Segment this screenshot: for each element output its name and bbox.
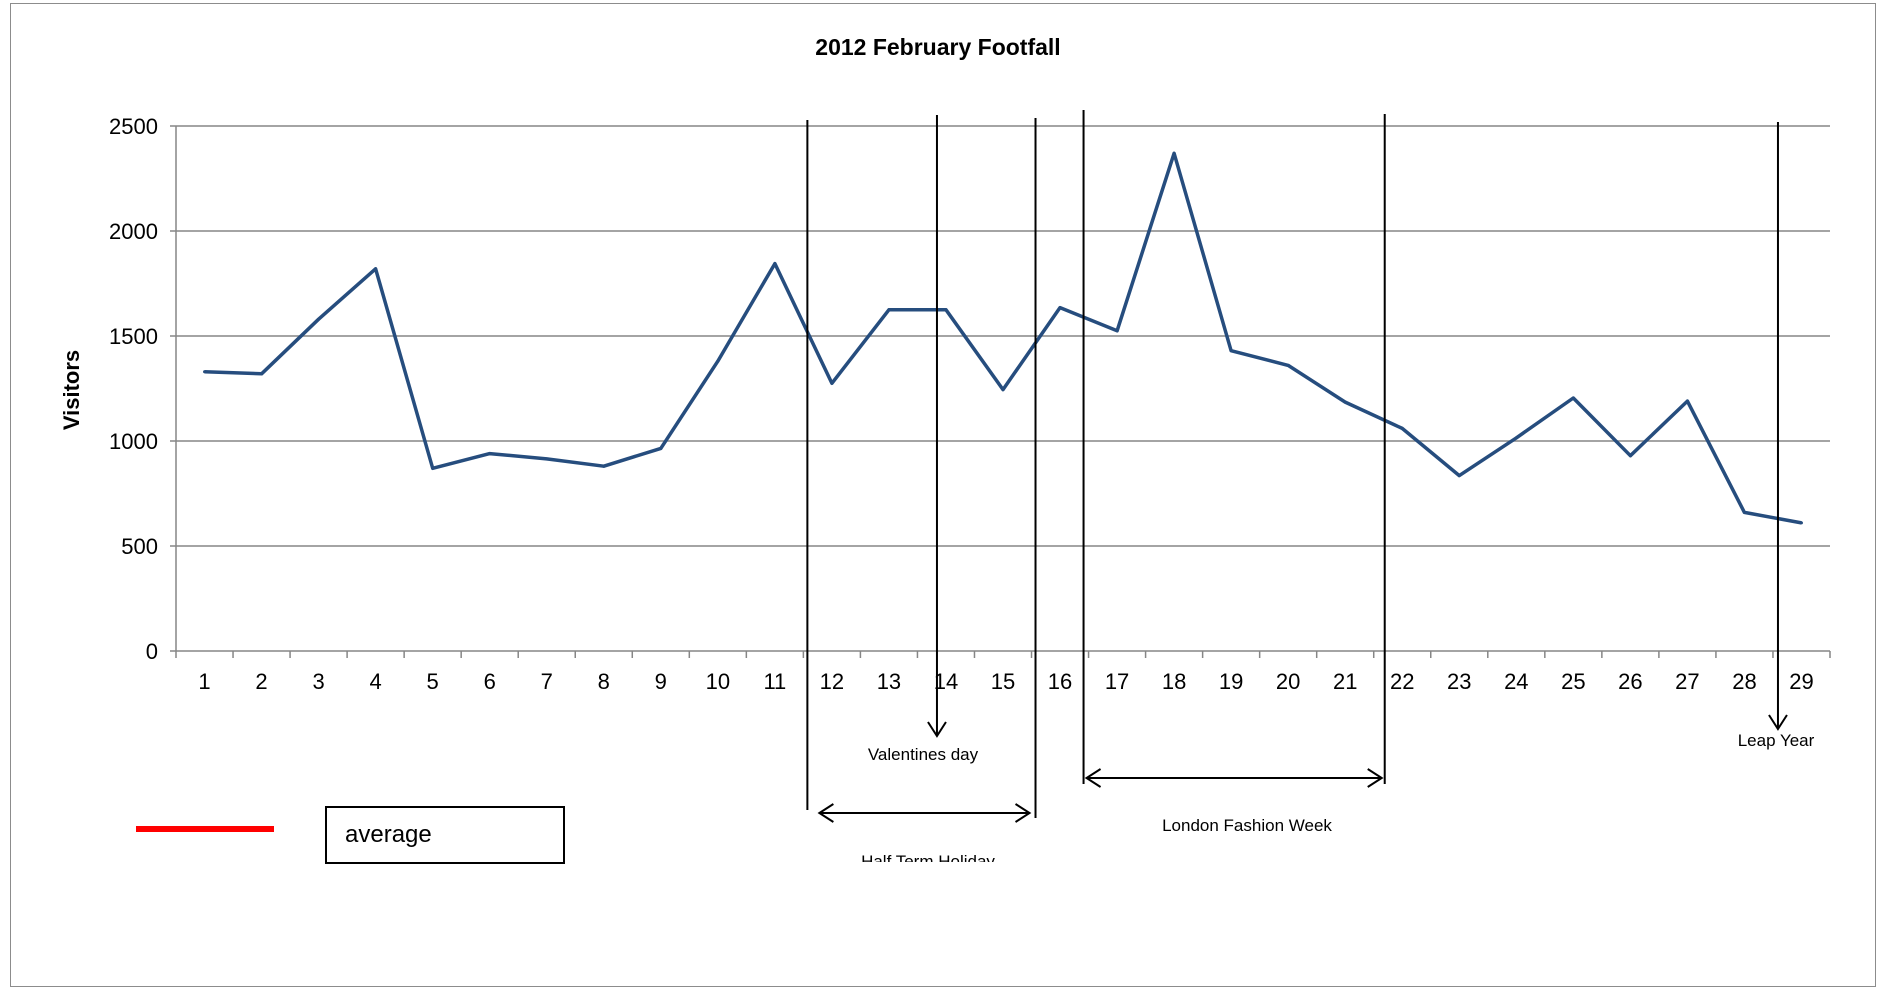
data-point-25 (1571, 396, 1575, 400)
fashion-week-label: London Fashion Week (1162, 816, 1332, 835)
x-tick-label-17: 17 (1105, 669, 1129, 694)
half-term-arrow-left (817, 803, 834, 823)
data-point-17 (1115, 329, 1119, 333)
x-tick-label-10: 10 (706, 669, 730, 694)
fashion-week-arrow-right (1367, 768, 1384, 788)
x-tick-label-18: 18 (1162, 669, 1186, 694)
series-line-0 (204, 151, 1802, 525)
y-tick-label-1500: 1500 (109, 324, 158, 349)
leap-year-label: Leap Year (1738, 731, 1815, 750)
data-point-8 (602, 464, 606, 468)
x-tick-label-21: 21 (1333, 669, 1357, 694)
x-tick-label-23: 23 (1447, 669, 1471, 694)
x-tick-label-13: 13 (877, 669, 901, 694)
data-point-1 (203, 370, 207, 374)
series-layer (203, 151, 1803, 525)
data-point-16 (1058, 306, 1062, 310)
valentines-arrow-head (927, 721, 947, 738)
x-tick-label-20: 20 (1276, 669, 1300, 694)
legend-box: average (325, 806, 565, 864)
x-tick-label-6: 6 (484, 669, 496, 694)
data-point-3 (317, 317, 321, 321)
data-point-20 (1286, 363, 1290, 367)
legend-swatch (136, 826, 274, 832)
x-tick-label-11: 11 (763, 669, 786, 694)
y-tick-label-500: 500 (121, 534, 158, 559)
legend-label: average (345, 821, 432, 848)
data-point-10 (716, 359, 720, 363)
data-point-22 (1400, 426, 1404, 430)
label-crop-mask (780, 862, 1080, 892)
data-point-24 (1514, 436, 1518, 440)
y-tick-label-0: 0 (146, 639, 158, 664)
x-tick-label-25: 25 (1561, 669, 1585, 694)
chart-frame (10, 3, 1876, 987)
x-tick-label-22: 22 (1390, 669, 1414, 694)
data-point-15 (1001, 388, 1005, 392)
x-tick-label-8: 8 (598, 669, 610, 694)
x-tick-label-16: 16 (1048, 669, 1072, 694)
data-point-18 (1172, 151, 1176, 155)
data-point-13 (887, 308, 891, 312)
data-point-29 (1799, 521, 1803, 525)
data-point-6 (488, 452, 492, 456)
x-tick-label-12: 12 (820, 669, 844, 694)
fashion-week-arrow-left (1084, 768, 1102, 788)
data-point-2 (260, 372, 264, 376)
x-tick-label-2: 2 (255, 669, 267, 694)
data-point-7 (545, 457, 549, 461)
data-point-5 (431, 466, 435, 470)
x-tick-label-24: 24 (1504, 669, 1528, 694)
data-point-28 (1742, 510, 1746, 514)
leap-year-arrow-head (1768, 714, 1788, 731)
y-tick-label-2000: 2000 (109, 219, 158, 244)
data-point-19 (1229, 349, 1233, 353)
x-tick-label-19: 19 (1219, 669, 1243, 694)
x-tick-label-4: 4 (369, 669, 381, 694)
data-point-4 (374, 267, 378, 271)
x-tick-label-5: 5 (427, 669, 439, 694)
annotations: Valentines day Half Term Holiday London … (780, 110, 1815, 892)
data-point-12 (830, 381, 834, 385)
data-point-23 (1457, 474, 1461, 478)
x-tick-label-27: 27 (1675, 669, 1699, 694)
data-point-14 (944, 308, 948, 312)
x-tick-label-26: 26 (1618, 669, 1642, 694)
half-term-arrow-right (1014, 803, 1032, 823)
x-tick-label-28: 28 (1732, 669, 1756, 694)
x-tick-label-7: 7 (541, 669, 553, 694)
x-tick-label-29: 29 (1789, 669, 1813, 694)
data-point-11 (773, 262, 777, 266)
data-point-27 (1685, 399, 1689, 403)
y-tick-label-1000: 1000 (109, 429, 158, 454)
x-tick-label-9: 9 (655, 669, 667, 694)
chart-title: 2012 February Footfall (815, 34, 1060, 60)
y-axis-label: Visitors (59, 350, 84, 430)
data-point-21 (1343, 400, 1347, 404)
y-tick-label-2500: 2500 (109, 114, 158, 139)
x-tick-label-15: 15 (991, 669, 1015, 694)
data-point-26 (1628, 454, 1632, 458)
x-tick-label-3: 3 (312, 669, 324, 694)
gridlines (176, 125, 1830, 547)
data-point-9 (659, 446, 663, 450)
valentines-label: Valentines day (868, 745, 979, 764)
x-tick-label-1: 1 (198, 669, 210, 694)
